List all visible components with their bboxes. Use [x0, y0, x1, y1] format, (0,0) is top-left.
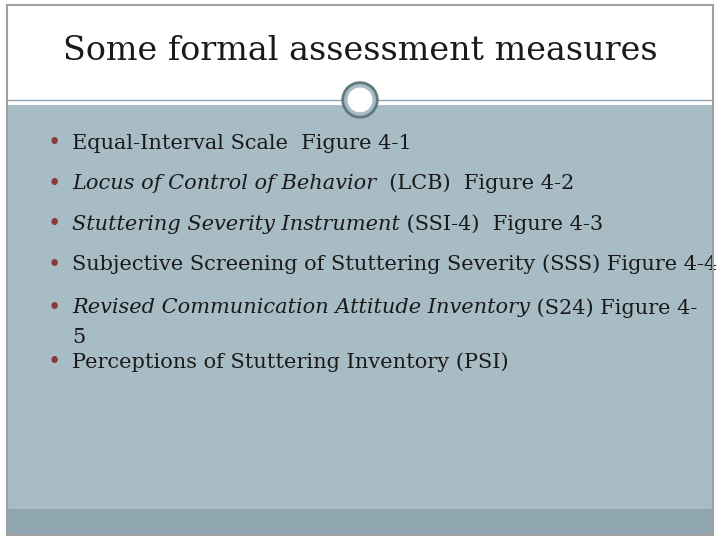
Ellipse shape — [343, 83, 377, 117]
Text: Subjective Screening of Stuttering Severity (SSS) Figure 4-4: Subjective Screening of Stuttering Sever… — [72, 255, 717, 274]
Text: •: • — [48, 173, 60, 194]
Text: •: • — [48, 254, 60, 275]
Text: Locus of Control of Behavior: Locus of Control of Behavior — [72, 174, 377, 193]
Ellipse shape — [348, 87, 372, 112]
Text: Some formal assessment measures: Some formal assessment measures — [63, 35, 657, 68]
Text: (SSI-4)  Figure 4-3: (SSI-4) Figure 4-3 — [400, 214, 603, 234]
Text: (S24) Figure 4-: (S24) Figure 4- — [530, 298, 697, 318]
Text: •: • — [48, 351, 60, 373]
FancyBboxPatch shape — [7, 509, 713, 535]
Text: •: • — [48, 213, 60, 235]
FancyBboxPatch shape — [7, 105, 713, 509]
Text: Equal-Interval Scale  Figure 4-1: Equal-Interval Scale Figure 4-1 — [72, 133, 412, 153]
Text: 5: 5 — [72, 328, 85, 347]
Text: •: • — [48, 132, 60, 154]
Text: •: • — [48, 297, 60, 319]
Text: Perceptions of Stuttering Inventory (PSI): Perceptions of Stuttering Inventory (PSI… — [72, 352, 508, 372]
Text: (LCB)  Figure 4-2: (LCB) Figure 4-2 — [377, 174, 575, 193]
Text: Revised Communication Attitude Inventory: Revised Communication Attitude Inventory — [72, 298, 530, 318]
Text: Stuttering Severity Instrument: Stuttering Severity Instrument — [72, 214, 400, 234]
